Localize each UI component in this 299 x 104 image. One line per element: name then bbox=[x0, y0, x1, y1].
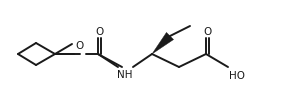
Text: O: O bbox=[95, 27, 103, 37]
Text: O: O bbox=[76, 41, 84, 51]
Text: NH: NH bbox=[117, 70, 133, 80]
Text: O: O bbox=[203, 27, 211, 37]
Text: HO: HO bbox=[229, 71, 245, 81]
Polygon shape bbox=[152, 32, 173, 54]
